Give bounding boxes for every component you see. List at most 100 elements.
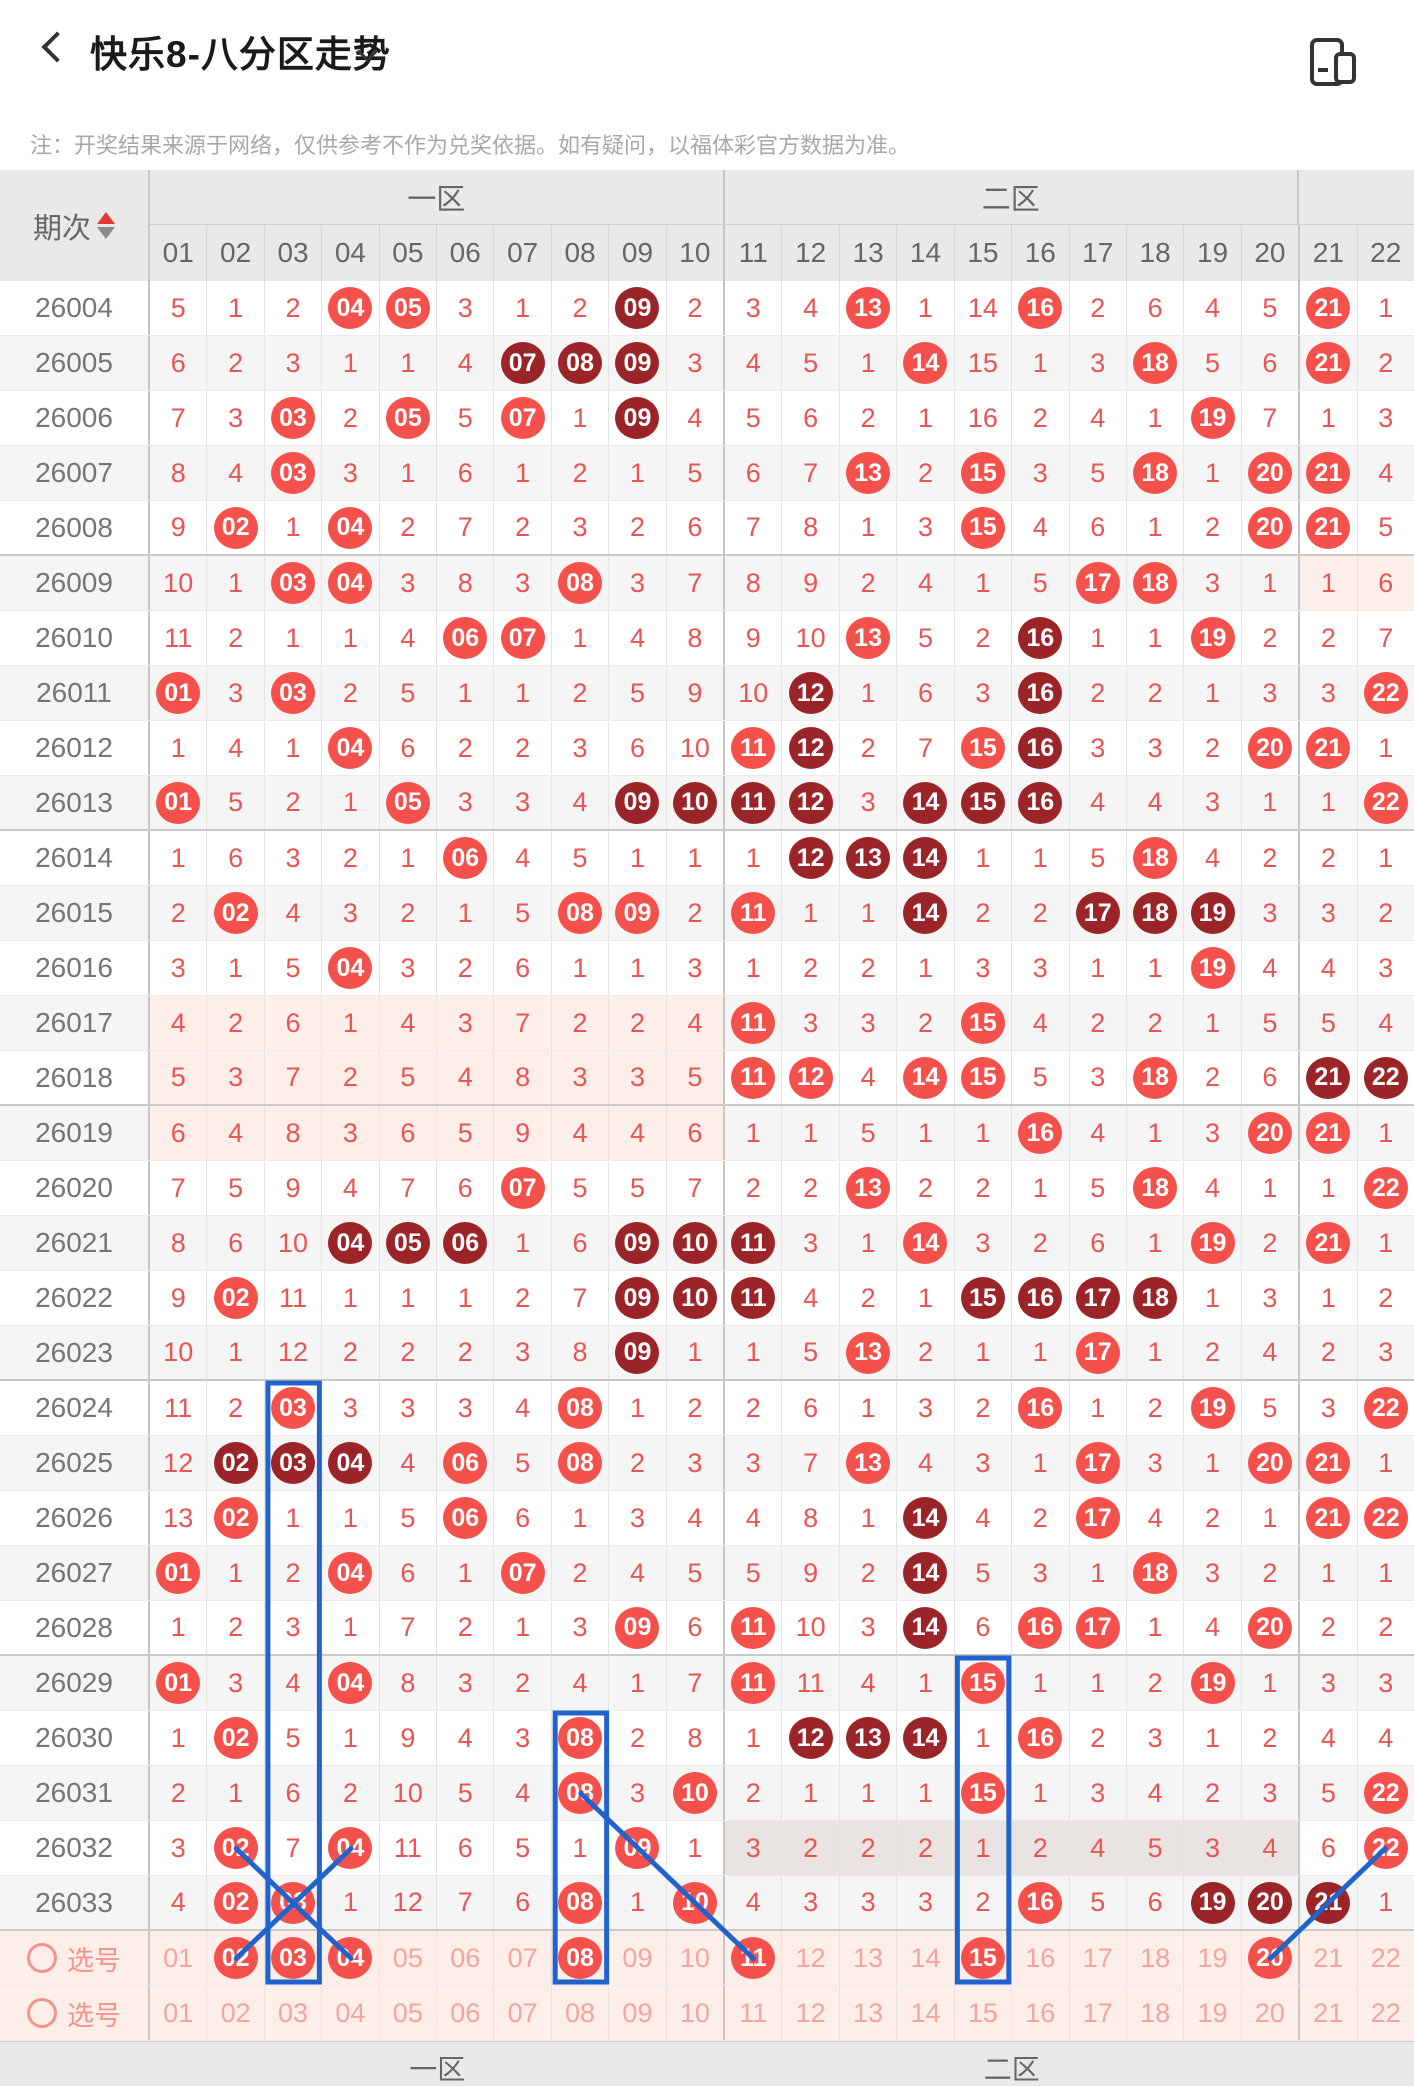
cell: 09	[609, 886, 667, 940]
cell: 3	[840, 1876, 898, 1929]
cell[interactable]: 06	[437, 1931, 495, 1985]
cell: 08	[552, 886, 610, 940]
screen-cast-icon[interactable]	[1310, 38, 1358, 86]
cell: 7	[782, 1436, 840, 1490]
cell: 2	[494, 1271, 552, 1325]
col-header-12: 12	[782, 225, 840, 281]
cell[interactable]: 02	[207, 1931, 265, 1985]
cell: 07	[494, 336, 552, 390]
cell[interactable]: 08	[552, 1931, 610, 1985]
cell: 1	[609, 446, 667, 500]
cell[interactable]: 11	[725, 1931, 783, 1985]
cell: 20	[1242, 1876, 1301, 1929]
cell[interactable]: 05	[380, 1986, 438, 2040]
cell: 16	[1012, 1876, 1070, 1929]
cell[interactable]: 18	[1127, 1986, 1185, 2040]
cell[interactable]: 20	[1242, 1931, 1301, 1985]
cell[interactable]: 07	[494, 1931, 552, 1985]
cell: 4	[1184, 1601, 1242, 1654]
cell[interactable]: 13	[840, 1986, 898, 2040]
cell[interactable]: 04	[322, 1986, 380, 2040]
table-row-26018: 26018 5 3 7 2 5 4 8 3 3 5 11 12 4 14 15 5 3 18 2 6 21 22	[0, 1051, 1414, 1106]
cell[interactable]: 03	[265, 1931, 323, 1985]
cell[interactable]: 13	[840, 1931, 898, 1985]
disclaimer-bar: 注：开奖结果来源于网络，仅供参考不作为兑奖依据。如有疑问，以福体彩官方数据为准。	[0, 96, 1414, 170]
cell[interactable]: 06	[437, 1986, 495, 2040]
number-ball: 19	[1190, 1387, 1235, 1429]
cell: 4	[1184, 281, 1242, 335]
cell: 13	[840, 446, 898, 500]
cell[interactable]: 22	[1370, 1997, 1401, 2028]
cell: 11	[725, 1656, 783, 1710]
cell: 3	[1070, 1766, 1127, 1820]
cell: 6	[207, 831, 265, 885]
cell[interactable]: 15	[955, 1931, 1013, 1985]
cell[interactable]: 04	[322, 1931, 380, 1985]
cell[interactable]: 14	[897, 1986, 955, 2040]
pick-row-label[interactable]: 选号	[0, 1931, 150, 1985]
cell[interactable]: 20	[1242, 1986, 1301, 2040]
chevron-down-icon[interactable]	[360, 44, 376, 60]
back-icon[interactable]	[36, 30, 72, 66]
table-row-26032: 26032 3 02 7 04 11 6 5 1 09 1 3 2 2 2 1 2 4 5 3 4 6 22	[0, 1821, 1414, 1876]
cell[interactable]: 09	[609, 1931, 667, 1985]
cell[interactable]: 12	[782, 1931, 840, 1985]
cell[interactable]: 10	[667, 1986, 726, 2040]
cell[interactable]: 11	[725, 1986, 783, 2040]
pick-circle-icon[interactable]	[27, 1943, 57, 1973]
cell: 5	[1070, 446, 1127, 500]
cell: 3	[551, 1051, 610, 1104]
cell: 1	[322, 336, 380, 390]
number-ball: 20	[1247, 1442, 1292, 1484]
pick-row-label[interactable]: 选号	[0, 1986, 150, 2040]
cell: 1	[782, 1766, 840, 1820]
cell: 02	[207, 501, 265, 554]
number-ball: 18	[1133, 1056, 1178, 1099]
cell[interactable]: 03	[265, 1986, 323, 2040]
cell: 1	[207, 556, 265, 610]
cell[interactable]: 10	[667, 1931, 726, 1985]
cell[interactable]: 08	[552, 1986, 610, 2040]
cell: 2	[322, 1766, 380, 1820]
cell: 5	[782, 336, 840, 390]
issue-column-header[interactable]: 期次	[0, 170, 150, 281]
cell: 4	[1242, 941, 1301, 995]
cell: 7	[264, 1051, 323, 1104]
cell: 11	[725, 721, 783, 775]
cell[interactable]: 15	[955, 1986, 1013, 2040]
cell[interactable]: 17	[1070, 1986, 1127, 2040]
cell: 3	[437, 1381, 495, 1435]
cell[interactable]: 17	[1070, 1931, 1127, 1985]
number-ball: 19	[1190, 617, 1235, 659]
cell: 3	[609, 556, 667, 610]
cell[interactable]: 09	[609, 1986, 667, 2040]
cell[interactable]: 18	[1127, 1931, 1185, 1985]
sort-icon[interactable]	[97, 212, 115, 239]
cell: 1	[1070, 941, 1127, 995]
cell[interactable]: 01	[150, 1931, 208, 1985]
number-ball: 10	[672, 1881, 717, 1924]
cell[interactable]: 01	[150, 1986, 208, 2040]
cell[interactable]: 16	[1012, 1931, 1070, 1985]
cell[interactable]: 02	[207, 1986, 265, 2040]
cell: 2	[150, 1766, 208, 1820]
cell[interactable]: 22	[1370, 1942, 1401, 1973]
number-ball: 16	[1018, 1277, 1063, 1319]
cell[interactable]: 12	[782, 1986, 840, 2040]
cell[interactable]: 21	[1300, 1931, 1358, 1985]
cell[interactable]: 14	[897, 1931, 955, 1985]
cell: 3	[725, 1821, 783, 1875]
number-ball: 13	[846, 287, 891, 329]
cell: 4	[666, 996, 726, 1050]
cell: 2	[552, 666, 610, 720]
cell[interactable]: 16	[1012, 1986, 1070, 2040]
cell[interactable]: 19	[1184, 1986, 1242, 2040]
pick-circle-icon[interactable]	[27, 1998, 57, 2028]
cell[interactable]: 21	[1300, 1986, 1358, 2040]
cell[interactable]: 07	[494, 1986, 552, 2040]
cell[interactable]: 05	[380, 1931, 438, 1985]
number-ball: 02	[213, 506, 258, 549]
cell: 1	[322, 996, 380, 1050]
number-ball: 21	[1306, 1442, 1351, 1484]
cell[interactable]: 19	[1184, 1931, 1242, 1985]
